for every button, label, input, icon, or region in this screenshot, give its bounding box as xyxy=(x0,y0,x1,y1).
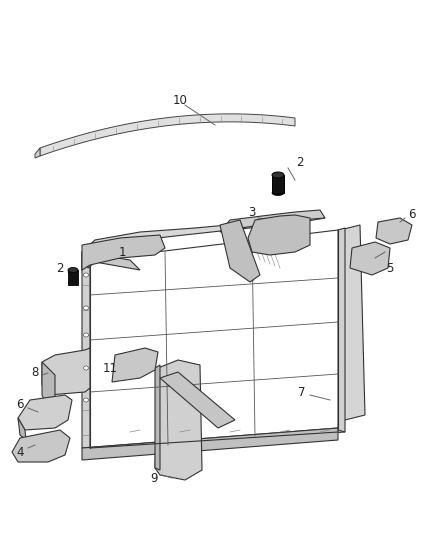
Polygon shape xyxy=(82,215,325,258)
Ellipse shape xyxy=(272,190,284,196)
Polygon shape xyxy=(40,114,295,156)
Text: 9: 9 xyxy=(150,472,158,484)
Ellipse shape xyxy=(68,268,78,272)
Ellipse shape xyxy=(84,273,88,277)
Text: 8: 8 xyxy=(31,366,39,378)
Text: 4: 4 xyxy=(16,446,24,458)
Polygon shape xyxy=(248,215,310,255)
Ellipse shape xyxy=(84,398,88,402)
Polygon shape xyxy=(82,248,90,450)
Ellipse shape xyxy=(272,172,284,178)
Polygon shape xyxy=(82,235,165,270)
Polygon shape xyxy=(220,220,260,282)
Polygon shape xyxy=(82,252,90,275)
Polygon shape xyxy=(35,148,40,158)
Text: 11: 11 xyxy=(102,361,117,375)
Text: 7: 7 xyxy=(298,385,306,399)
Ellipse shape xyxy=(84,333,88,337)
Bar xyxy=(68,270,78,285)
Polygon shape xyxy=(340,225,365,420)
Polygon shape xyxy=(42,362,55,412)
Text: 6: 6 xyxy=(16,399,24,411)
Polygon shape xyxy=(160,372,235,428)
Ellipse shape xyxy=(84,306,88,310)
Polygon shape xyxy=(338,228,345,432)
Polygon shape xyxy=(42,348,90,395)
Polygon shape xyxy=(12,430,70,462)
Ellipse shape xyxy=(84,366,88,370)
Polygon shape xyxy=(155,360,202,480)
Text: 2: 2 xyxy=(56,262,64,274)
Text: 5: 5 xyxy=(386,262,394,274)
Text: 3: 3 xyxy=(248,206,256,219)
Polygon shape xyxy=(18,418,26,440)
Polygon shape xyxy=(350,242,390,275)
Polygon shape xyxy=(82,428,338,460)
Polygon shape xyxy=(18,395,72,430)
Text: 6: 6 xyxy=(408,208,416,222)
Bar xyxy=(272,175,284,193)
Polygon shape xyxy=(376,218,412,244)
Polygon shape xyxy=(155,365,160,470)
Polygon shape xyxy=(220,210,325,232)
Text: 2: 2 xyxy=(296,157,304,169)
Text: 10: 10 xyxy=(173,93,187,107)
Polygon shape xyxy=(82,252,140,270)
Polygon shape xyxy=(82,428,345,450)
Text: 1: 1 xyxy=(118,246,126,259)
Polygon shape xyxy=(112,348,158,382)
